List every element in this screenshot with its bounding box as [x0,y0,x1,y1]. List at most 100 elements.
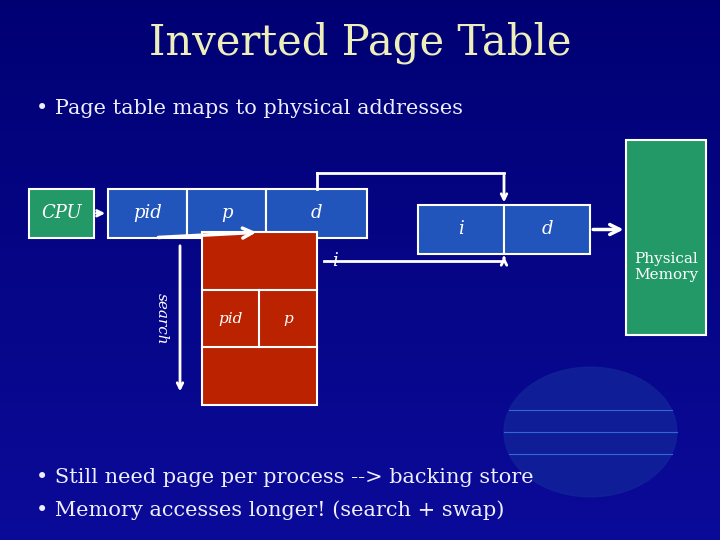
Bar [0,281,720,284]
Bar [0,270,720,273]
Bar [0,456,720,459]
Bar [0,273,720,275]
Bar [0,116,720,119]
Bar [29,189,94,238]
Bar [0,289,720,292]
Bar [0,359,720,362]
Bar [0,243,720,246]
Bar [0,327,720,329]
Bar [0,524,720,526]
Bar [0,5,720,8]
Bar [0,470,720,472]
Bar [0,27,720,30]
Bar [0,338,720,340]
Bar [0,0,720,3]
Bar [0,354,720,356]
Bar [0,165,720,167]
Bar [0,402,720,405]
Bar [0,254,720,256]
Bar [0,446,720,448]
Bar [0,103,720,105]
Bar [0,178,720,181]
Text: pid: pid [218,312,243,326]
Bar [0,383,720,386]
Bar [0,351,720,354]
Bar [0,486,720,489]
Bar [0,521,720,524]
Bar [0,221,720,224]
Bar [0,205,720,208]
Bar [0,157,720,159]
Bar [0,378,720,381]
Bar [0,408,720,410]
Bar [0,397,720,400]
Bar [0,497,720,500]
Bar [0,518,720,521]
Bar [0,143,720,146]
Bar [0,119,720,122]
Text: • Memory accesses longer! (search + swap): • Memory accesses longer! (search + swap… [36,501,505,520]
Bar [0,421,720,424]
Bar [0,49,720,51]
Bar [0,505,720,508]
Bar [0,510,720,513]
Bar [0,132,720,135]
Bar [0,432,720,435]
Bar [0,459,720,462]
Bar [0,516,720,518]
Bar [0,367,720,370]
Text: i: i [458,220,464,239]
Bar [0,500,720,502]
Bar [0,400,720,402]
Bar [0,197,720,200]
Bar [0,370,720,373]
Text: d: d [311,204,323,222]
Bar [0,429,720,432]
Bar [0,508,720,510]
Bar [0,416,720,418]
Bar [0,68,720,70]
Bar [0,194,720,197]
Bar [0,111,720,113]
Bar [0,43,720,46]
Bar [0,286,720,289]
Bar [0,202,720,205]
Bar [0,294,720,297]
Bar [0,278,720,281]
Bar [0,405,720,408]
Bar [0,478,720,481]
Bar [0,310,720,313]
Bar [0,94,720,97]
Bar [0,389,720,392]
Text: CPU: CPU [41,204,81,222]
Bar [0,381,720,383]
Bar [0,319,720,321]
Bar [0,148,720,151]
Bar [0,467,720,470]
Bar [0,375,720,378]
Bar [0,305,720,308]
Bar [0,173,720,176]
Bar [0,122,720,124]
Text: • Page table maps to physical addresses: • Page table maps to physical addresses [36,98,463,118]
Bar [0,526,720,529]
Bar [0,89,720,92]
Bar [0,189,720,192]
Bar [0,38,720,40]
Text: p: p [221,204,233,222]
Bar [0,346,720,348]
Bar [0,11,720,14]
Bar [0,181,720,184]
Bar [0,19,720,22]
Bar [0,256,720,259]
Bar [266,189,367,238]
Bar [0,170,720,173]
Text: p: p [283,312,293,326]
Bar [0,437,720,440]
Bar [0,140,720,143]
Bar [0,356,720,359]
Bar [0,3,720,5]
Bar [0,230,720,232]
Bar [0,313,720,316]
Bar [0,262,720,265]
